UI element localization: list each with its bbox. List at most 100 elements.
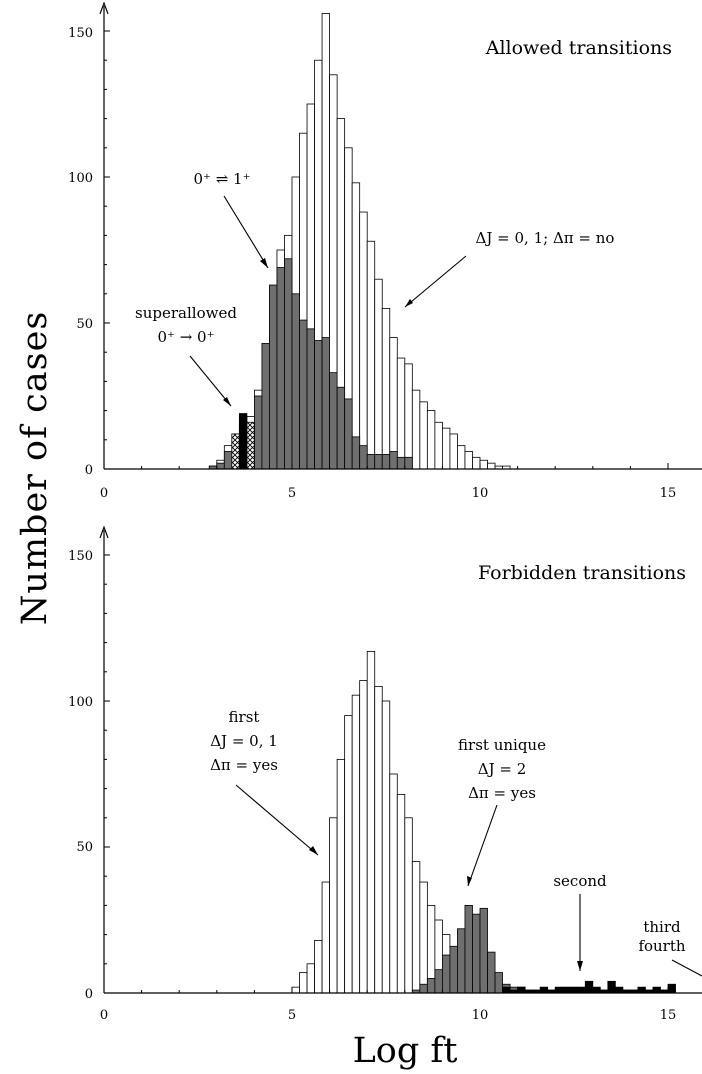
histogram-bar-open <box>299 972 308 994</box>
histogram-bar-black <box>502 986 511 994</box>
histogram-bar-gray <box>494 972 503 994</box>
histogram-bar-black <box>554 986 564 994</box>
histogram-bar-gray <box>479 907 488 994</box>
allowed-x-tick-label: 5 <box>288 486 296 501</box>
forbidden-y-tick-label: 150 <box>68 549 93 564</box>
histogram-bar-open <box>359 680 368 994</box>
forbidden-annotation-unique-line3: Δπ = yes <box>468 784 536 802</box>
histogram-bar-gray <box>389 451 398 470</box>
arrowhead <box>577 961 583 971</box>
histogram-bar-open <box>314 940 323 994</box>
forbidden-x-tick-label: 0 <box>100 1008 108 1023</box>
allowed-y-tick-label: 150 <box>68 26 93 41</box>
histogram-bar-black <box>517 986 526 994</box>
arrowhead <box>260 258 268 268</box>
histogram-bar-open <box>321 881 330 994</box>
histogram-bar-open <box>419 401 428 470</box>
arrowhead <box>467 876 472 886</box>
figure-xlabel: Log ft <box>353 1031 458 1071</box>
histogram-bar-gray <box>261 343 270 470</box>
forbidden-y-tick-label: 0 <box>85 987 93 1002</box>
histogram-bar-black <box>539 986 549 994</box>
forbidden-y-tick-label: 100 <box>68 695 93 710</box>
histogram-bar-open <box>404 363 413 470</box>
forbidden-annotation-first-line3: Δπ = yes <box>210 756 278 774</box>
histogram-bar-open <box>291 986 300 994</box>
forbidden-annotation-first-line1: first <box>229 708 260 726</box>
histogram-bar-gray <box>404 456 413 470</box>
histogram-bar-black <box>667 983 676 994</box>
allowed-x-tick-label: 15 <box>660 486 677 501</box>
histogram-bar-gray <box>344 398 353 470</box>
histogram-bar-open <box>487 462 496 470</box>
allowed-y-axis <box>99 1 109 469</box>
histogram-bar-gray <box>351 436 361 470</box>
histogram-bar-gray <box>457 928 466 994</box>
arrow-superallowed <box>189 355 232 407</box>
histogram-bar-open <box>426 410 436 470</box>
histogram-bar-gray <box>396 456 406 470</box>
histogram-bar-gray <box>253 395 263 470</box>
histogram-bar-black <box>607 980 616 994</box>
allowed-x-tick-label: 0 <box>100 486 108 501</box>
histogram-bar-open <box>411 861 421 994</box>
histogram-bar-gray <box>299 319 308 470</box>
arrowhead <box>223 397 231 406</box>
histogram-bar-open <box>336 759 346 994</box>
histogram-bar-open <box>419 881 428 994</box>
allowed-ticks <box>103 30 669 470</box>
histogram-bar-open <box>374 686 383 994</box>
allowed-y-tick-label: 50 <box>76 317 93 332</box>
histogram-bar-open <box>366 240 376 470</box>
allowed-tick-labels: 0 5 10 15 0 50 100 150 <box>68 26 676 501</box>
histogram-bar-gray <box>329 372 338 470</box>
forbidden-ticks <box>103 554 669 994</box>
histogram-bar-open <box>306 963 315 994</box>
arrow-third-fourth <box>671 959 702 977</box>
histogram-bar-open <box>396 357 406 470</box>
histogram-bar-open <box>359 211 368 470</box>
forbidden-annotation-fourth: fourth <box>638 937 685 955</box>
histogram-bar-black <box>592 986 601 994</box>
allowed-y-tick-label: 0 <box>85 463 93 478</box>
forbidden-y-tick-label: 50 <box>76 840 93 855</box>
histogram-bar-hatched <box>246 421 255 470</box>
histogram-bar-gray <box>472 913 481 994</box>
histogram-bar-gray <box>464 905 473 994</box>
histogram-bar-gray <box>314 340 323 470</box>
arrowhead <box>405 299 413 307</box>
histogram-bar-open <box>464 451 473 470</box>
histogram-bar-gray <box>434 969 443 994</box>
allowed-panel-title: Allowed transitions <box>485 37 672 59</box>
histogram-bar-black <box>569 986 579 994</box>
allowed-annotation-gamow-teller: ΔJ = 0, 1; Δπ = no <box>476 229 615 247</box>
histogram-bar-open <box>366 650 376 994</box>
histogram-bar-gray <box>441 954 451 994</box>
forbidden-x-tick-label: 10 <box>472 1008 489 1023</box>
histogram-bar-black <box>614 986 624 994</box>
forbidden-annotation-third: third <box>643 918 681 936</box>
forbidden-transitions-panel: 0 5 10 15 0 50 100 150 Forbidden transit… <box>68 525 702 1023</box>
forbidden-panel-title: Forbidden transitions <box>478 562 686 584</box>
forbidden-tick-labels: 0 5 10 15 0 50 100 150 <box>68 549 676 1023</box>
histogram-bar-black <box>562 986 571 994</box>
histogram-bar-gray <box>216 462 225 470</box>
histogram-bar-gray <box>366 453 376 470</box>
histogram-bar-gray <box>284 258 293 470</box>
histogram-bar-gray <box>306 328 315 470</box>
histogram-bar-open <box>441 427 451 470</box>
histogram-bar-open <box>396 794 406 994</box>
histogram-bar-gray <box>487 951 496 994</box>
histogram-bar-gray <box>449 945 458 994</box>
histogram-bar-gray <box>359 445 368 470</box>
histogram-bar-open <box>381 307 391 470</box>
histogram-bar-open <box>344 715 353 994</box>
figure-ylabel: Number of cases <box>15 311 55 626</box>
histogram-bar-open <box>457 445 466 470</box>
histogram-bar-gray <box>381 453 391 470</box>
histogram-bar-open <box>389 337 398 470</box>
histogram-bar-open <box>411 389 421 470</box>
histogram-bar-gray <box>419 983 428 994</box>
forbidden-x-tick-label: 15 <box>660 1008 677 1023</box>
